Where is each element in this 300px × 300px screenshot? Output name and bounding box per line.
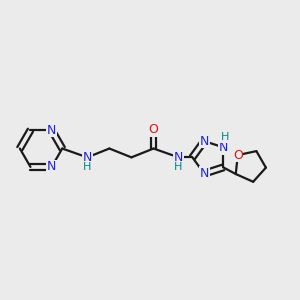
Text: N: N [82, 151, 92, 164]
Text: O: O [148, 123, 158, 136]
Text: N: N [47, 160, 56, 173]
Text: N: N [200, 135, 209, 148]
Text: N: N [200, 167, 209, 180]
Text: H: H [83, 162, 92, 172]
Text: O: O [233, 148, 243, 162]
Text: N: N [219, 141, 228, 154]
Text: H: H [220, 132, 229, 142]
Text: N: N [174, 151, 183, 164]
Text: N: N [47, 124, 56, 137]
Text: H: H [174, 162, 183, 172]
